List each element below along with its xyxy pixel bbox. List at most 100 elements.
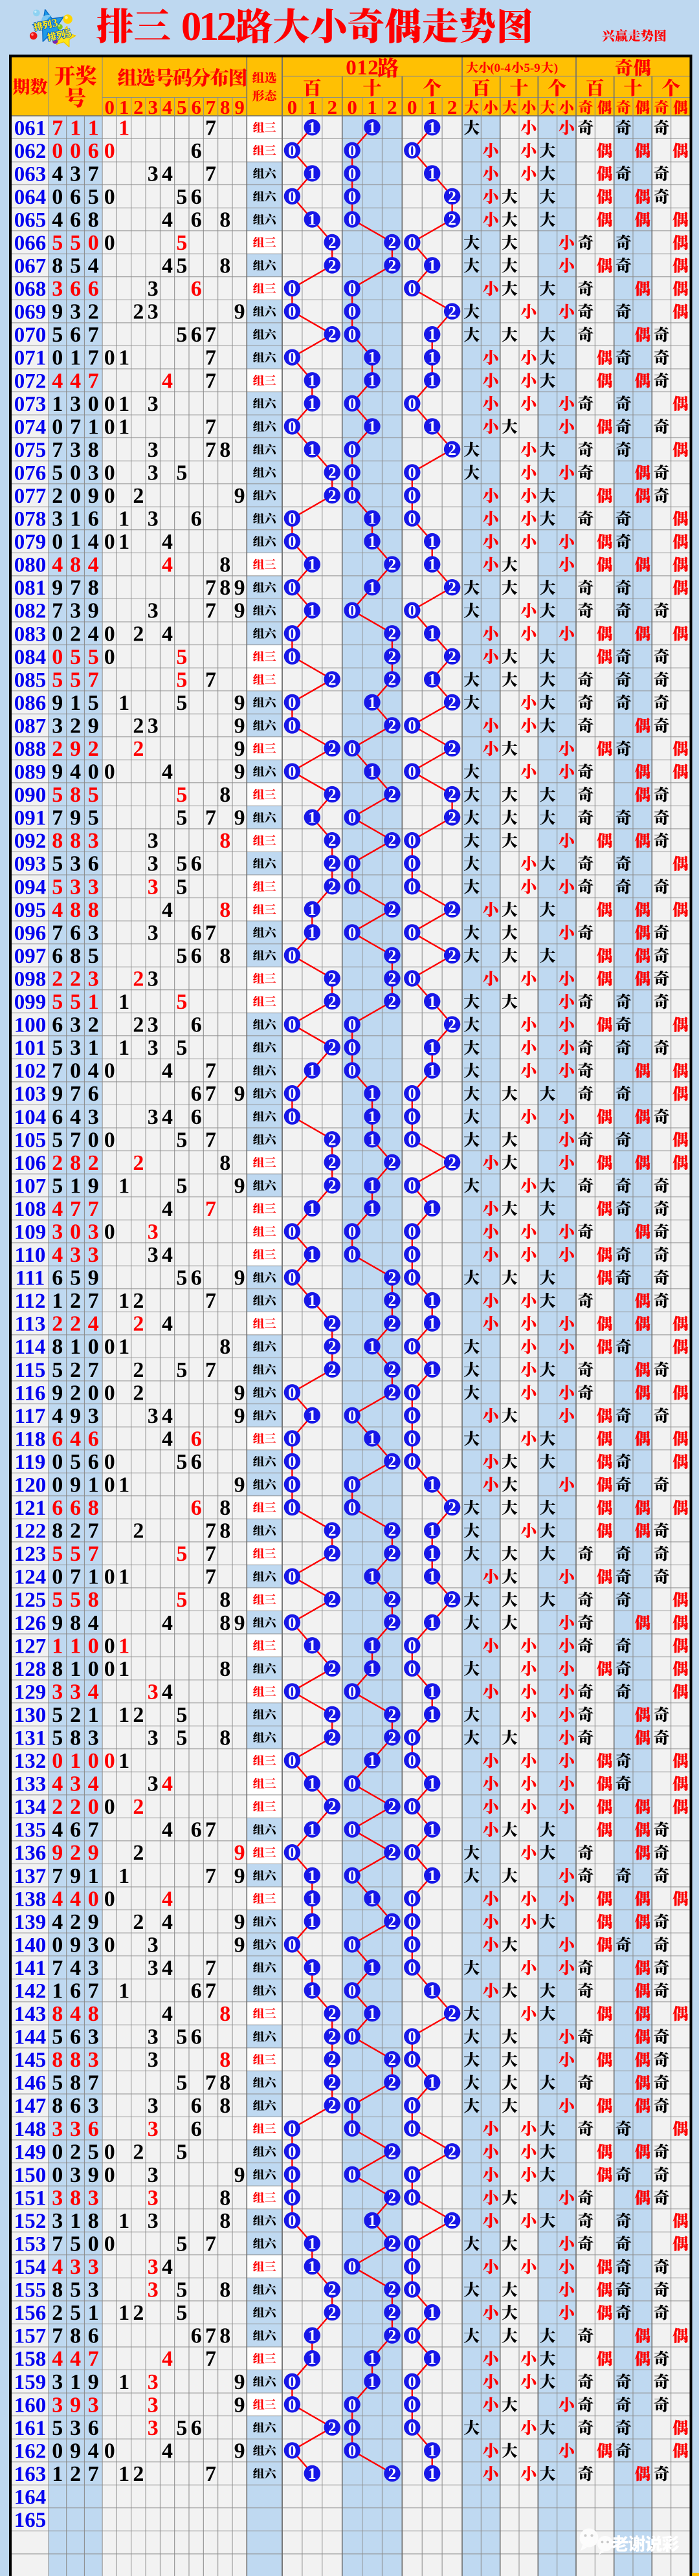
svg-text:8: 8 [52, 254, 63, 278]
svg-text:3: 3 [70, 300, 81, 324]
svg-text:071: 071 [14, 347, 47, 370]
svg-text:9: 9 [234, 1933, 245, 1957]
svg-text:9: 9 [88, 1174, 99, 1198]
svg-text:5: 5 [70, 254, 81, 278]
svg-text:2: 2 [387, 96, 397, 118]
svg-text:1: 1 [88, 1864, 99, 1888]
svg-text:9: 9 [234, 1174, 245, 1198]
svg-text:4: 4 [52, 1818, 63, 1842]
svg-text:5: 5 [52, 1588, 63, 1612]
svg-text:3: 3 [88, 1933, 99, 1957]
svg-text:2: 2 [328, 1361, 337, 1379]
svg-text:2: 2 [388, 1523, 397, 1540]
svg-text:4: 4 [88, 1611, 99, 1635]
svg-text:2: 2 [328, 1706, 337, 1724]
svg-text:1: 1 [308, 1983, 316, 2000]
svg-text:2: 2 [388, 234, 397, 252]
svg-text:3: 3 [70, 2163, 81, 2187]
svg-text:0: 0 [408, 2166, 417, 2184]
svg-text:1: 1 [308, 395, 316, 413]
svg-text:111: 111 [16, 1267, 45, 1290]
svg-text:7: 7 [205, 162, 216, 186]
svg-text:8: 8 [88, 208, 99, 232]
svg-text:6: 6 [191, 2324, 202, 2348]
svg-text:7: 7 [88, 1979, 99, 2003]
svg-text:4: 4 [52, 369, 63, 393]
svg-text:3: 3 [148, 921, 159, 945]
svg-text:8: 8 [88, 898, 99, 922]
svg-text:2: 2 [328, 832, 337, 850]
svg-text:7: 7 [205, 2232, 216, 2256]
svg-text:0: 0 [408, 924, 417, 941]
svg-text:3: 3 [52, 714, 63, 738]
svg-text:7: 7 [88, 1289, 99, 1313]
svg-text:106: 106 [14, 1152, 47, 1175]
svg-text:1: 1 [118, 415, 129, 439]
svg-text:3: 3 [148, 461, 159, 485]
svg-text:9: 9 [234, 2393, 245, 2417]
svg-text:1: 1 [308, 441, 316, 459]
svg-text:4: 4 [162, 369, 173, 393]
svg-text:4: 4 [52, 1197, 63, 1221]
svg-text:2: 2 [388, 1798, 397, 1816]
svg-text:7: 7 [205, 1059, 216, 1083]
svg-text:2: 2 [388, 2304, 397, 2322]
svg-text:2: 2 [133, 1381, 144, 1405]
svg-text:1: 1 [308, 1776, 316, 1793]
svg-text:1: 1 [52, 1289, 63, 1313]
svg-text:1: 1 [118, 1979, 129, 2003]
svg-text:141: 141 [14, 1957, 47, 1980]
svg-text:0: 0 [408, 2120, 417, 2138]
svg-text:1: 1 [118, 507, 129, 531]
svg-text:164: 164 [14, 2486, 47, 2509]
svg-text:0: 0 [104, 392, 115, 416]
svg-text:3: 3 [52, 1220, 63, 1244]
svg-text:4: 4 [52, 553, 63, 577]
svg-text:1: 1 [428, 1545, 436, 1563]
svg-text:6: 6 [191, 1450, 202, 1474]
svg-text:091: 091 [14, 807, 47, 830]
svg-text:7: 7 [205, 369, 216, 393]
svg-text:126: 126 [14, 1612, 47, 1635]
svg-text:3: 3 [148, 507, 159, 531]
svg-text:6: 6 [70, 323, 81, 347]
svg-text:5: 5 [176, 1174, 187, 1198]
svg-text:0: 0 [348, 2258, 357, 2276]
svg-text:2: 2 [388, 2075, 397, 2092]
svg-text:1: 1 [52, 2462, 63, 2486]
svg-text:2: 2 [88, 300, 99, 324]
svg-text:5: 5 [70, 1266, 81, 1290]
svg-text:0: 0 [408, 280, 417, 298]
svg-text:1: 1 [368, 1338, 377, 1356]
svg-text:6: 6 [70, 2094, 81, 2118]
svg-text:3: 3 [52, 1680, 63, 1704]
svg-text:2: 2 [388, 901, 397, 919]
svg-text:5: 5 [176, 668, 187, 692]
svg-text:3: 3 [148, 2278, 159, 2302]
svg-text:0: 0 [104, 139, 115, 163]
svg-text:5: 5 [176, 2416, 187, 2440]
svg-text:9: 9 [88, 1266, 99, 1290]
svg-text:1: 1 [308, 556, 316, 574]
svg-text:2: 2 [133, 300, 144, 324]
svg-text:0: 0 [52, 1933, 63, 1957]
svg-text:3: 3 [148, 1956, 159, 1980]
svg-text:3: 3 [148, 829, 159, 853]
svg-text:1: 1 [428, 326, 436, 344]
svg-text:8: 8 [219, 553, 230, 577]
svg-text:3: 3 [88, 461, 99, 485]
svg-text:3: 3 [70, 852, 81, 876]
svg-text:1: 1 [428, 625, 436, 643]
svg-text:1: 1 [428, 1477, 436, 1494]
svg-text:9: 9 [70, 806, 81, 830]
svg-text:0: 0 [88, 1887, 99, 1911]
svg-text:6: 6 [191, 1496, 202, 1520]
svg-text:5: 5 [88, 806, 99, 830]
svg-text:1: 1 [88, 1565, 99, 1589]
svg-text:0: 0 [348, 1867, 357, 1885]
svg-text:4: 4 [70, 1427, 81, 1451]
svg-text:3: 3 [88, 1220, 99, 1244]
svg-text:7: 7 [70, 1565, 81, 1589]
svg-text:3: 3 [88, 2255, 99, 2279]
svg-text:0: 0 [288, 2166, 296, 2184]
